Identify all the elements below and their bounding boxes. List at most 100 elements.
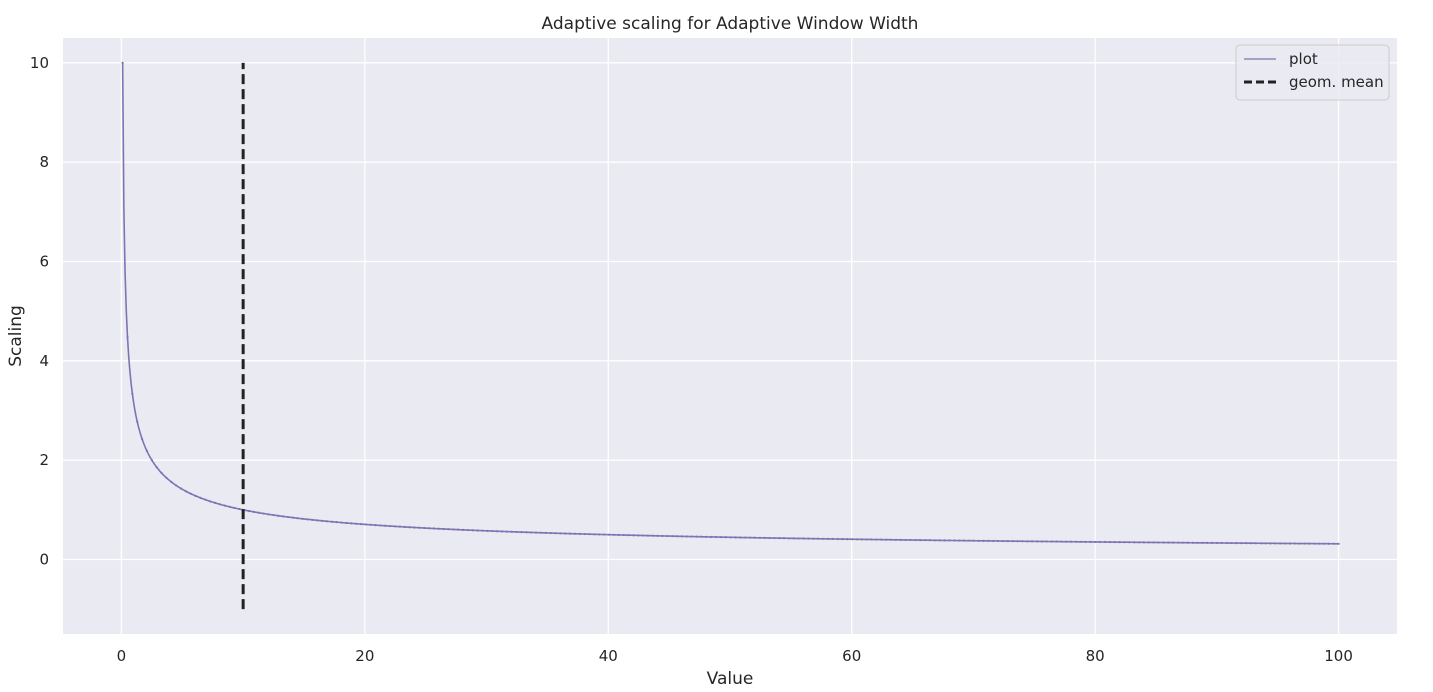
series-point-plot (671, 535, 674, 538)
series-point-plot (408, 526, 411, 529)
series-point-plot (481, 529, 484, 532)
series-point-plot (272, 513, 275, 517)
series-point-plot (1318, 542, 1321, 545)
series-point-plot (992, 539, 995, 543)
series-point-plot (1162, 541, 1165, 544)
series-point-plot (787, 537, 791, 540)
series-point-plot (710, 535, 713, 539)
series-point-plot (1201, 541, 1204, 544)
series-point-plot (578, 532, 581, 536)
x-tick-label: 60 (842, 647, 861, 665)
plot-area (63, 38, 1397, 634)
series-point-plot (958, 539, 961, 542)
series-point-plot (792, 537, 795, 540)
series-point-plot (1138, 541, 1141, 544)
series-point-plot (846, 538, 849, 541)
series-point-plot (452, 528, 455, 531)
series-point-plot (729, 536, 732, 539)
series-point-plot (1215, 541, 1219, 545)
series-point-plot (165, 476, 168, 479)
series-point-plot (646, 534, 650, 537)
series-point-plot (826, 537, 829, 540)
series-point-plot (656, 534, 659, 537)
x-tick-label: 0 (117, 647, 127, 665)
series-point-plot (471, 529, 474, 532)
series-point-plot (267, 513, 270, 516)
series-point-plot (1288, 542, 1292, 545)
series-point-plot (141, 437, 144, 441)
series-point-plot (953, 539, 956, 542)
series-point-plot (218, 503, 222, 506)
series-point-plot (583, 532, 586, 536)
series-point-plot (924, 539, 927, 542)
series-point-plot (355, 522, 358, 525)
series-point-plot (812, 537, 815, 540)
series-point-plot (1050, 540, 1053, 543)
series-point-plot (1181, 541, 1185, 544)
series-point-plot (389, 524, 392, 528)
series-point-plot (612, 533, 615, 536)
series-point-plot (1313, 542, 1316, 545)
series-point-plot (257, 511, 260, 514)
series-point-plot (1196, 541, 1199, 544)
series-point-plot (928, 539, 932, 542)
series-point-plot (544, 531, 547, 535)
series-point-plot (306, 518, 309, 521)
series-point-plot (797, 537, 800, 540)
series-point-plot (262, 512, 265, 515)
x-tick-label: 40 (599, 647, 618, 665)
series-point-plot (676, 535, 679, 538)
series-point-plot (311, 518, 314, 521)
series-point-plot (841, 537, 844, 541)
series-point-plot (320, 519, 324, 522)
series-point-plot (933, 539, 936, 542)
series-point-plot (539, 531, 543, 534)
series-point-plot (520, 531, 523, 534)
series-point-plot (1118, 541, 1121, 544)
series-point-plot (486, 529, 489, 532)
series-point-plot (384, 524, 387, 527)
series-point-plot (1099, 540, 1102, 544)
series-point-plot (1113, 541, 1116, 544)
series-point-plot (641, 534, 645, 537)
series-point-plot (131, 392, 134, 395)
series-point-plot (1001, 539, 1005, 543)
series-point-plot (466, 528, 470, 532)
series-point-plot (359, 523, 363, 526)
series-point-plot (967, 539, 971, 542)
series-point-plot (705, 535, 708, 538)
series-point-plot (1016, 540, 1019, 543)
series-point-plot (510, 530, 513, 533)
series-point-plot (476, 529, 479, 532)
series-point-plot (345, 521, 348, 525)
series-point-plot (491, 529, 494, 533)
series-point-plot (1026, 540, 1029, 543)
series-point-plot (821, 537, 825, 540)
series-point-plot (462, 528, 465, 531)
series-point-plot (909, 538, 912, 542)
series-point-plot (875, 538, 878, 541)
series-point-plot (651, 534, 654, 537)
series-point-plot (1006, 540, 1009, 543)
series-point-plot (695, 535, 698, 538)
series-point-plot (1186, 541, 1189, 544)
series-point-plot (1332, 542, 1335, 545)
series-point-plot (1249, 542, 1253, 545)
series-point-plot (1147, 541, 1150, 544)
x-tick-label: 80 (1086, 647, 1105, 665)
series-point-plot (199, 496, 202, 499)
series-point-plot (350, 522, 353, 525)
series-point-plot (442, 527, 445, 531)
series-point-plot (666, 534, 669, 538)
y-tick-label: 10 (30, 54, 49, 72)
series-point-plot (744, 536, 747, 539)
series-point-plot (1293, 542, 1296, 545)
series-point-plot (1094, 540, 1097, 544)
series-point-plot (179, 487, 183, 490)
series-point-plot (554, 532, 557, 535)
series-point-plot (238, 507, 241, 511)
series-point-plot (607, 533, 611, 536)
series-point-plot (525, 531, 528, 534)
series-point-plot (802, 537, 805, 540)
series-point-plot (330, 520, 333, 523)
